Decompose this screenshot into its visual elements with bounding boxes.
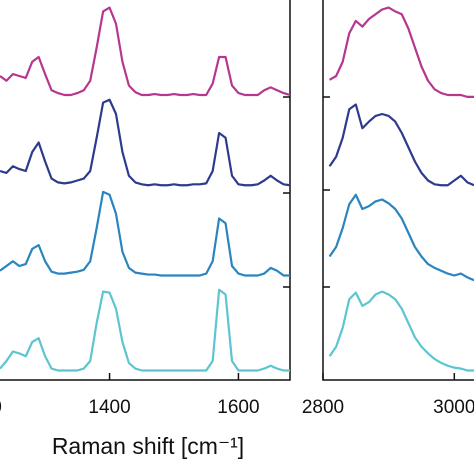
panel-frame	[0, 0, 291, 381]
x-axis-label: Raman shift [cm⁻¹]	[52, 433, 244, 459]
x-tick-label: 3000	[433, 397, 474, 418]
spectrum-line	[0, 288, 290, 372]
x-tick-label: 1400	[88, 397, 130, 418]
spectrum-line	[328, 290, 474, 372]
spectrum-line	[0, 6, 291, 97]
spectrum-line	[0, 98, 291, 187]
x-tick-label: 1600	[217, 397, 259, 418]
spectrum-line	[0, 190, 290, 277]
spectrum-line	[328, 103, 474, 187]
panel-frame	[322, 0, 474, 381]
spectrum-line	[328, 193, 474, 282]
spectrum-line	[329, 6, 474, 98]
x-tick-label: 2800	[302, 397, 344, 418]
x-tick-label: 1200	[0, 397, 2, 418]
